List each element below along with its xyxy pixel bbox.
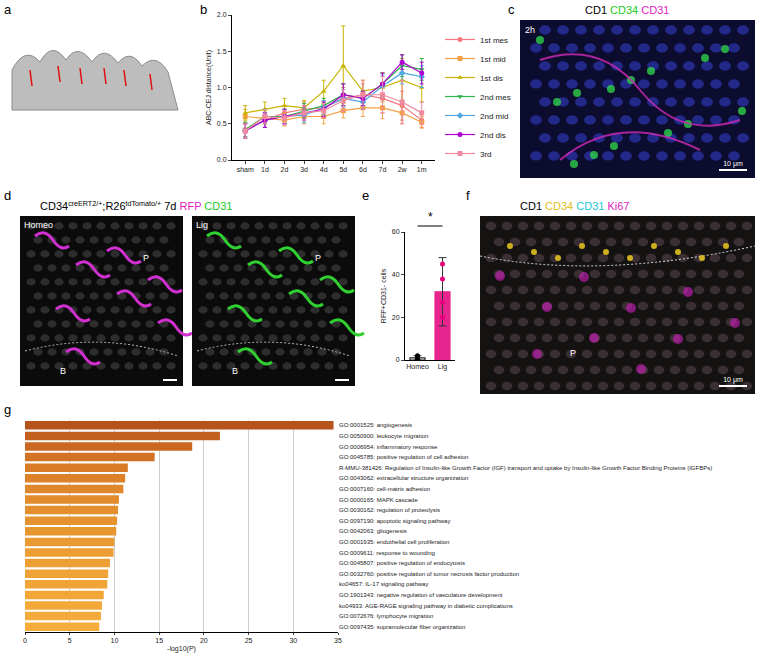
- svg-text:GO:0007160: cell-matrix adhesi: GO:0007160: cell-matrix adhesion: [339, 486, 430, 492]
- svg-text:B: B: [232, 366, 238, 376]
- svg-text:Homeo: Homeo: [406, 363, 429, 370]
- svg-text:GO:0045807: positive regulatio: GO:0045807: positive regulation of endoc…: [339, 560, 465, 566]
- svg-text:15: 15: [155, 637, 163, 644]
- svg-text:10 μm: 10 μm: [723, 160, 743, 168]
- svg-text:RFP+CD31- cells: RFP+CD31- cells: [380, 268, 387, 323]
- svg-text:Lig: Lig: [196, 220, 208, 230]
- svg-text:1.5: 1.5: [217, 48, 227, 55]
- svg-text:2nd mid: 2nd mid: [480, 112, 508, 121]
- svg-text:GO:0001525: angiogenesis: GO:0001525: angiogenesis: [339, 422, 412, 428]
- svg-text:g: g: [4, 402, 11, 417]
- svg-text:10: 10: [111, 637, 119, 644]
- svg-text:GO:0045785: positive regulatio: GO:0045785: positive regulation of cell …: [339, 454, 468, 460]
- svg-text:GO:0072676: lymphocyte migrati: GO:0072676: lymphocyte migration: [339, 613, 433, 619]
- svg-text:4d: 4d: [320, 166, 328, 173]
- svg-text:GO:0006954: inflammatory respo: GO:0006954: inflammatory response: [339, 444, 438, 450]
- svg-text:GO:0009611: response to woundi: GO:0009611: response to wounding: [339, 550, 435, 556]
- svg-text:1m: 1m: [417, 166, 427, 173]
- svg-text:R-MMU-381426: Regulation of In: R-MMU-381426: Regulation of Insulin-like…: [339, 465, 712, 471]
- svg-text:*: *: [428, 210, 433, 224]
- svg-text:B: B: [60, 366, 66, 376]
- svg-text:1st mes: 1st mes: [480, 36, 508, 45]
- svg-text:2nd dis: 2nd dis: [480, 131, 506, 140]
- svg-text:Lig: Lig: [438, 363, 447, 371]
- svg-text:6d: 6d: [359, 166, 367, 173]
- svg-text:40: 40: [392, 271, 400, 278]
- svg-text:ABC-CEJ distance(Unit): ABC-CEJ distance(Unit): [205, 50, 213, 125]
- svg-text:b: b: [200, 2, 207, 17]
- svg-text:Homeo: Homeo: [24, 220, 53, 230]
- svg-text:d: d: [4, 188, 11, 203]
- svg-text:GO:0097190: apoptotic signalin: GO:0097190: apoptotic signaling pathway: [339, 518, 450, 524]
- svg-text:2nd mes: 2nd mes: [480, 93, 511, 102]
- svg-text:GO:0030162: regulation of prot: GO:0030162: regulation of proteolysis: [339, 507, 440, 513]
- svg-text:20: 20: [200, 637, 208, 644]
- svg-text:0.0: 0.0: [217, 156, 227, 163]
- svg-text:35: 35: [334, 637, 342, 644]
- svg-text:5: 5: [68, 637, 72, 644]
- svg-text:5d: 5d: [339, 166, 347, 173]
- svg-text:ko04933: AGE-RAGE signaling pa: ko04933: AGE-RAGE signaling pathway in d…: [339, 603, 513, 609]
- svg-text:1.0: 1.0: [217, 84, 227, 91]
- svg-text:GO:0050900: leukocyte migratio: GO:0050900: leukocyte migration: [339, 433, 428, 439]
- svg-text:7d: 7d: [379, 166, 387, 173]
- svg-text:0: 0: [396, 356, 400, 363]
- svg-text:60: 60: [392, 228, 400, 235]
- svg-text:20: 20: [392, 314, 400, 321]
- svg-text:10 μm: 10 μm: [723, 376, 743, 384]
- svg-text:GO:1901343: negative regulatio: GO:1901343: negative regulation of vascu…: [339, 592, 503, 598]
- svg-text:GO:0097435: supramolecular fib: GO:0097435: supramolecular fiber organiz…: [339, 624, 465, 630]
- svg-text:GO:0043062: extracellular stru: GO:0043062: extracellular structure orga…: [339, 475, 468, 481]
- svg-text:0.5: 0.5: [217, 120, 227, 127]
- svg-text:2h: 2h: [525, 25, 535, 35]
- svg-text:a: a: [4, 2, 12, 17]
- svg-text:3rd: 3rd: [480, 150, 492, 159]
- svg-text:GO:0042063: gliogenesis: GO:0042063: gliogenesis: [339, 528, 407, 534]
- svg-text:2d: 2d: [281, 166, 289, 173]
- svg-text:e: e: [362, 188, 369, 203]
- svg-text:1st mid: 1st mid: [480, 55, 506, 64]
- svg-text:GO:0001935: endothelial cell p: GO:0001935: endothelial cell proliferati…: [339, 539, 449, 545]
- svg-text:CD1 CD34 CD31: CD1 CD34 CD31: [585, 4, 669, 16]
- svg-text:f: f: [466, 188, 470, 203]
- svg-text:P: P: [570, 348, 576, 358]
- svg-text:GO:0032760: positive regulatio: GO:0032760: positive regulation of tumor…: [339, 571, 519, 577]
- svg-text:P: P: [315, 253, 321, 263]
- svg-text:2w: 2w: [398, 166, 408, 173]
- svg-text:-log10(P): -log10(P): [167, 645, 196, 653]
- svg-text:1st dis: 1st dis: [480, 74, 503, 83]
- svg-text:30: 30: [289, 637, 297, 644]
- svg-text:3d: 3d: [300, 166, 308, 173]
- svg-text:GO:0000165: MAPK cascade: GO:0000165: MAPK cascade: [339, 497, 418, 503]
- svg-text:0: 0: [23, 637, 27, 644]
- svg-text:1d: 1d: [261, 166, 269, 173]
- svg-text:2.0: 2.0: [217, 11, 227, 18]
- svg-text:25: 25: [245, 637, 253, 644]
- svg-text:ko04657: IL-17 signaling pathw: ko04657: IL-17 signaling pathway: [339, 581, 428, 587]
- svg-text:P: P: [143, 253, 149, 263]
- svg-text:sham: sham: [237, 166, 254, 173]
- svg-text:CD1 CD34 CD31 Ki67: CD1 CD34 CD31 Ki67: [520, 200, 629, 212]
- svg-text:CD34creERT2/+;R26tdTomato/+ 7d: CD34creERT2/+;R26tdTomato/+ 7d RFP CD31: [40, 200, 232, 212]
- svg-text:c: c: [508, 2, 515, 17]
